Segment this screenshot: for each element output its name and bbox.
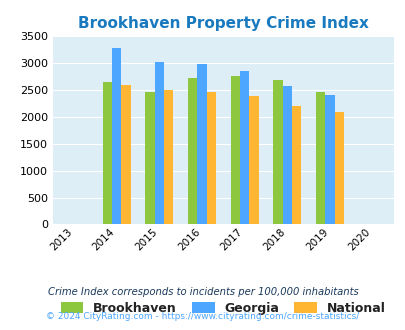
Bar: [291, 106, 301, 224]
Bar: [239, 71, 249, 224]
Text: Crime Index corresponds to incidents per 100,000 inhabitants: Crime Index corresponds to incidents per…: [47, 287, 358, 297]
Bar: [315, 92, 324, 224]
Bar: [188, 78, 197, 224]
Bar: [282, 86, 291, 224]
Bar: [154, 62, 164, 224]
Bar: [206, 92, 215, 224]
Legend: Brookhaven, Georgia, National: Brookhaven, Georgia, National: [57, 298, 388, 319]
Title: Brookhaven Property Crime Index: Brookhaven Property Crime Index: [78, 16, 368, 31]
Bar: [121, 85, 130, 224]
Text: © 2024 CityRating.com - https://www.cityrating.com/crime-statistics/: © 2024 CityRating.com - https://www.city…: [46, 312, 359, 321]
Bar: [249, 96, 258, 224]
Bar: [164, 90, 173, 224]
Bar: [230, 76, 239, 224]
Bar: [145, 92, 154, 224]
Bar: [197, 64, 206, 224]
Bar: [273, 81, 282, 224]
Bar: [334, 112, 343, 224]
Bar: [102, 82, 112, 224]
Bar: [324, 95, 334, 224]
Bar: [112, 48, 121, 224]
